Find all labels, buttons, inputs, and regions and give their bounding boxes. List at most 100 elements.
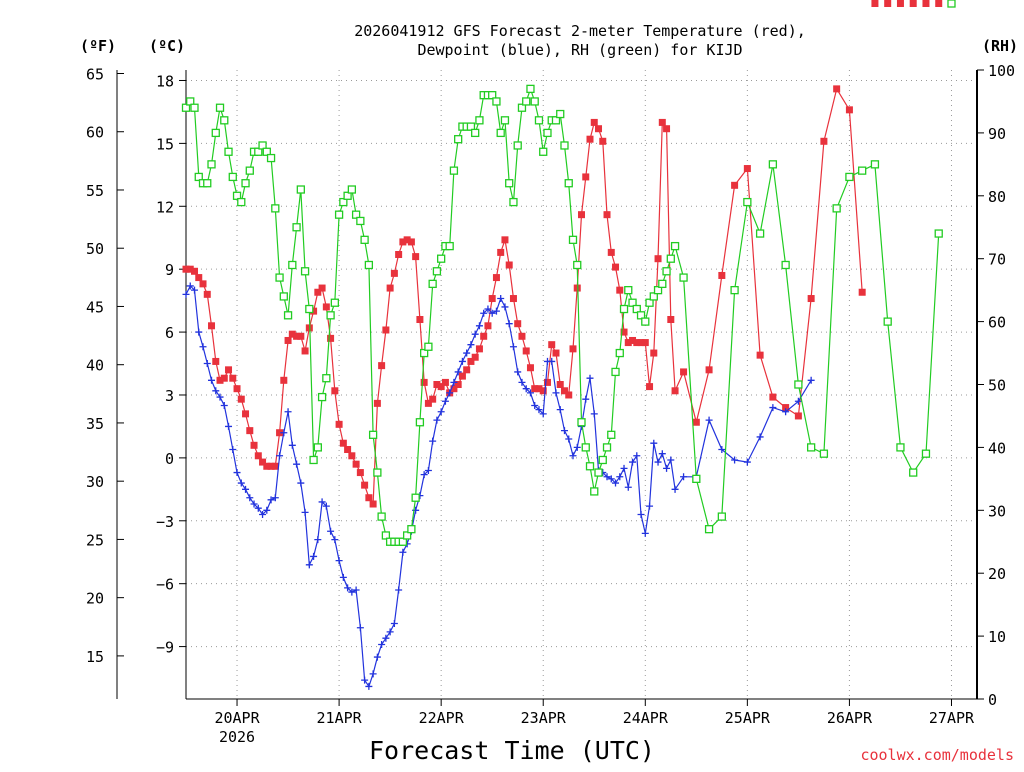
dewpoint-point (560, 427, 568, 435)
rh-point (283, 311, 293, 320)
dewpoint-point (654, 458, 662, 466)
rh-point (539, 147, 548, 156)
temperature-point (450, 385, 458, 393)
axes: 1815129630−3−6−9656055504540353025201510… (86, 62, 1015, 746)
dewpoint-point (663, 464, 671, 472)
rh-point (224, 147, 233, 156)
dewpoint-point (433, 416, 441, 424)
rh-tick-label: 20 (988, 565, 1006, 583)
temperature-point (225, 366, 233, 374)
temperature-point (845, 106, 853, 114)
dewpoint-point (586, 374, 594, 382)
rh-point (203, 179, 212, 188)
dewpoint-point (782, 408, 790, 416)
time-tick-label: 26APR (827, 709, 873, 727)
rh-point (543, 128, 552, 138)
rh-point (658, 279, 667, 289)
dewpoint-point (191, 286, 199, 294)
x-axis-title: Forecast Time (UTC) (369, 736, 655, 765)
dewpoint-point (182, 290, 190, 298)
rh-point (373, 468, 382, 477)
temperature-point (514, 320, 522, 328)
temperature-point (884, 0, 892, 7)
temperature-point (390, 269, 398, 277)
time-tick-label: 20APR (214, 709, 260, 727)
temperature-point (641, 339, 649, 347)
temperature-point (284, 336, 292, 344)
temperature-point (271, 462, 279, 470)
temperature-point (420, 378, 428, 386)
dewpoint-point (552, 389, 560, 397)
temperature-point (654, 255, 662, 263)
rh-point (679, 273, 688, 282)
dewpoint-point (680, 473, 688, 481)
temperature-point (348, 452, 356, 460)
rh-point (254, 147, 263, 156)
fahrenheit-tick-label: 60 (86, 124, 104, 142)
rh-point (454, 135, 463, 144)
dewpoint-point (301, 508, 309, 516)
temperature-point (407, 238, 415, 246)
rh-point (279, 292, 288, 301)
rh-point (398, 537, 408, 546)
celsius-tick-label: 12 (156, 198, 174, 216)
rh-point (317, 392, 327, 402)
rh-point (845, 172, 854, 182)
rh-tick-label: 70 (988, 251, 1006, 269)
temperature-point (429, 395, 437, 403)
temperature-point (607, 248, 615, 256)
dewpoint-point (475, 322, 483, 330)
dewpoint-point (705, 416, 713, 424)
rh-point (356, 216, 365, 226)
temperature-point (658, 118, 666, 126)
rh-point (437, 254, 446, 263)
chart-title-line2: Dewpoint (blue), RH (green) for KIJD (417, 41, 742, 59)
rh-point (488, 91, 497, 100)
rh-point (615, 348, 624, 358)
rh-point (330, 298, 339, 307)
temperature-point (212, 357, 220, 365)
temperature-point (242, 410, 250, 418)
rh-point (704, 525, 714, 534)
fahrenheit-tick-label: 30 (86, 473, 104, 491)
rh-point (526, 84, 535, 94)
rh-point (402, 531, 412, 540)
rh-point (666, 254, 675, 263)
temperature-point (582, 173, 590, 181)
rh-point (364, 260, 374, 270)
credit-text: coolwx.com/models (860, 746, 1014, 764)
rh-tick-label: 80 (988, 188, 1006, 206)
rh-point (288, 260, 297, 270)
temperature-point (458, 372, 466, 380)
celsius-tick-label: 3 (165, 387, 174, 405)
rh-point (220, 116, 229, 125)
dewpoint-point (386, 628, 394, 636)
rh-point (611, 367, 620, 377)
rh-point (551, 116, 561, 125)
temperature-point (297, 332, 305, 340)
temperature-point (216, 376, 224, 384)
rh-point (649, 292, 658, 301)
dewpoint-point (412, 506, 420, 514)
temperature-point (896, 0, 904, 7)
temperature-point (565, 391, 573, 399)
celsius-tick-label: −6 (156, 576, 174, 594)
temperature-point (322, 303, 330, 311)
celsius-tick-label: −9 (156, 639, 174, 657)
dewpoint-point (429, 437, 437, 445)
dewpoint-point (208, 376, 216, 384)
rh-point (186, 97, 195, 106)
dewpoint-point (441, 397, 449, 405)
dewpoint-point (339, 573, 347, 581)
dewpoint-point (216, 393, 224, 401)
rh-point (781, 260, 790, 270)
rh-point (215, 103, 225, 112)
rh-point (232, 191, 242, 200)
dewpoint-point (731, 456, 739, 464)
temperature-point (820, 137, 828, 145)
temperature-point (590, 118, 598, 126)
dewpoint-point (539, 410, 547, 418)
celsius-tick-label: 18 (156, 72, 174, 90)
time-tick-label: 24APR (623, 709, 669, 727)
rh-point (292, 223, 301, 232)
